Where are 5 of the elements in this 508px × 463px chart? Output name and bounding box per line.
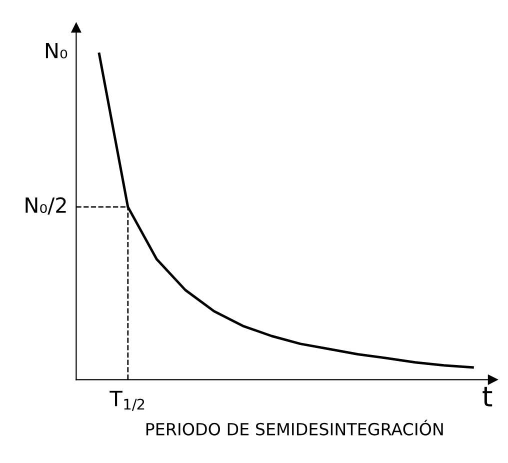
text: PERIODO DE SEMIDESINTEGRACIÓN: [146, 420, 443, 436]
text: N₀/2: [26, 197, 66, 215]
x-axis-title: t: [482, 386, 492, 406]
text: N₀: [46, 42, 68, 58]
text: T$_{1/2}$: [110, 390, 144, 411]
